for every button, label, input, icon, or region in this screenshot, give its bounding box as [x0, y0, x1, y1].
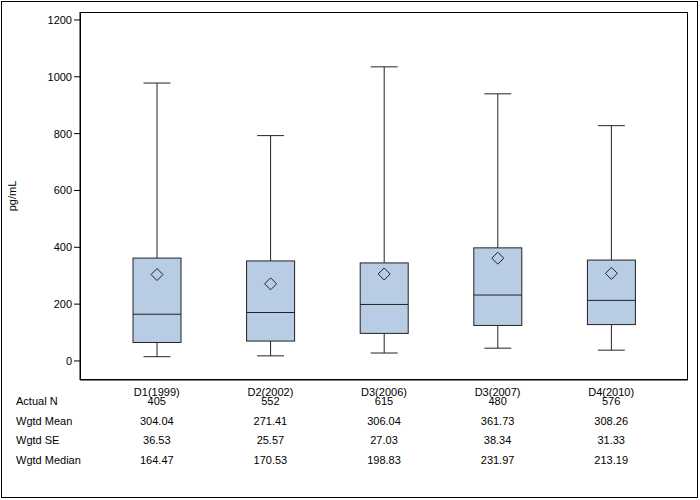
html-text:Wgtd Mean: Wgtd Mean — [16, 414, 73, 427]
svg-text:0: 0 — [66, 355, 72, 367]
html-text:Wgtd Median: Wgtd Median — [16, 453, 81, 466]
svg-text:600: 600 — [54, 184, 72, 196]
svg-text:D3(2006): D3(2006) — [361, 385, 407, 398]
html-text:164.47: 164.47 — [140, 453, 174, 466]
html-text:Actual N: Actual N — [16, 395, 58, 407]
html-text:576: 576 — [602, 395, 621, 407]
svg-text:D2(2002): D2(2002) — [247, 385, 294, 398]
html-text:Wgtd SE: Wgtd SE — [16, 434, 60, 446]
html-text:271.41: 271.41 — [253, 414, 288, 427]
svg-text:1200: 1200 — [48, 14, 72, 26]
html-text:31.33: 31.33 — [597, 434, 625, 446]
html-text:213.19: 213.19 — [594, 453, 628, 466]
svg-text:pg/mL: pg/mL — [8, 181, 18, 212]
html-text:615: 615 — [374, 395, 394, 407]
html-text:405: 405 — [147, 395, 166, 407]
html-text:198.83: 198.83 — [367, 453, 401, 466]
svg-text:D1(1999): D1(1999) — [133, 385, 180, 398]
html-text:308.26: 308.26 — [594, 414, 628, 427]
svg-text:200: 200 — [54, 298, 72, 310]
svg-text:1000: 1000 — [48, 71, 72, 83]
html-text:231.97: 231.97 — [480, 453, 515, 466]
html-text:304.04: 304.04 — [140, 414, 174, 427]
html-text:25.57: 25.57 — [256, 434, 285, 446]
svg-text:400: 400 — [54, 241, 72, 253]
html-text:552: 552 — [261, 395, 280, 407]
svg-text:D4(2010): D4(2010) — [588, 385, 635, 398]
html-text:36.53: 36.53 — [143, 434, 171, 446]
svg-text:D3(2007): D3(2007) — [474, 385, 521, 398]
html-text:170.53: 170.53 — [253, 453, 288, 466]
html-text:38.34: 38.34 — [483, 434, 512, 446]
html-text:480: 480 — [488, 395, 507, 407]
svg-text:800: 800 — [54, 128, 72, 140]
html-text:306.04: 306.04 — [367, 414, 401, 427]
html-text:27.03: 27.03 — [370, 434, 398, 446]
html-text:361.73: 361.73 — [480, 414, 515, 427]
